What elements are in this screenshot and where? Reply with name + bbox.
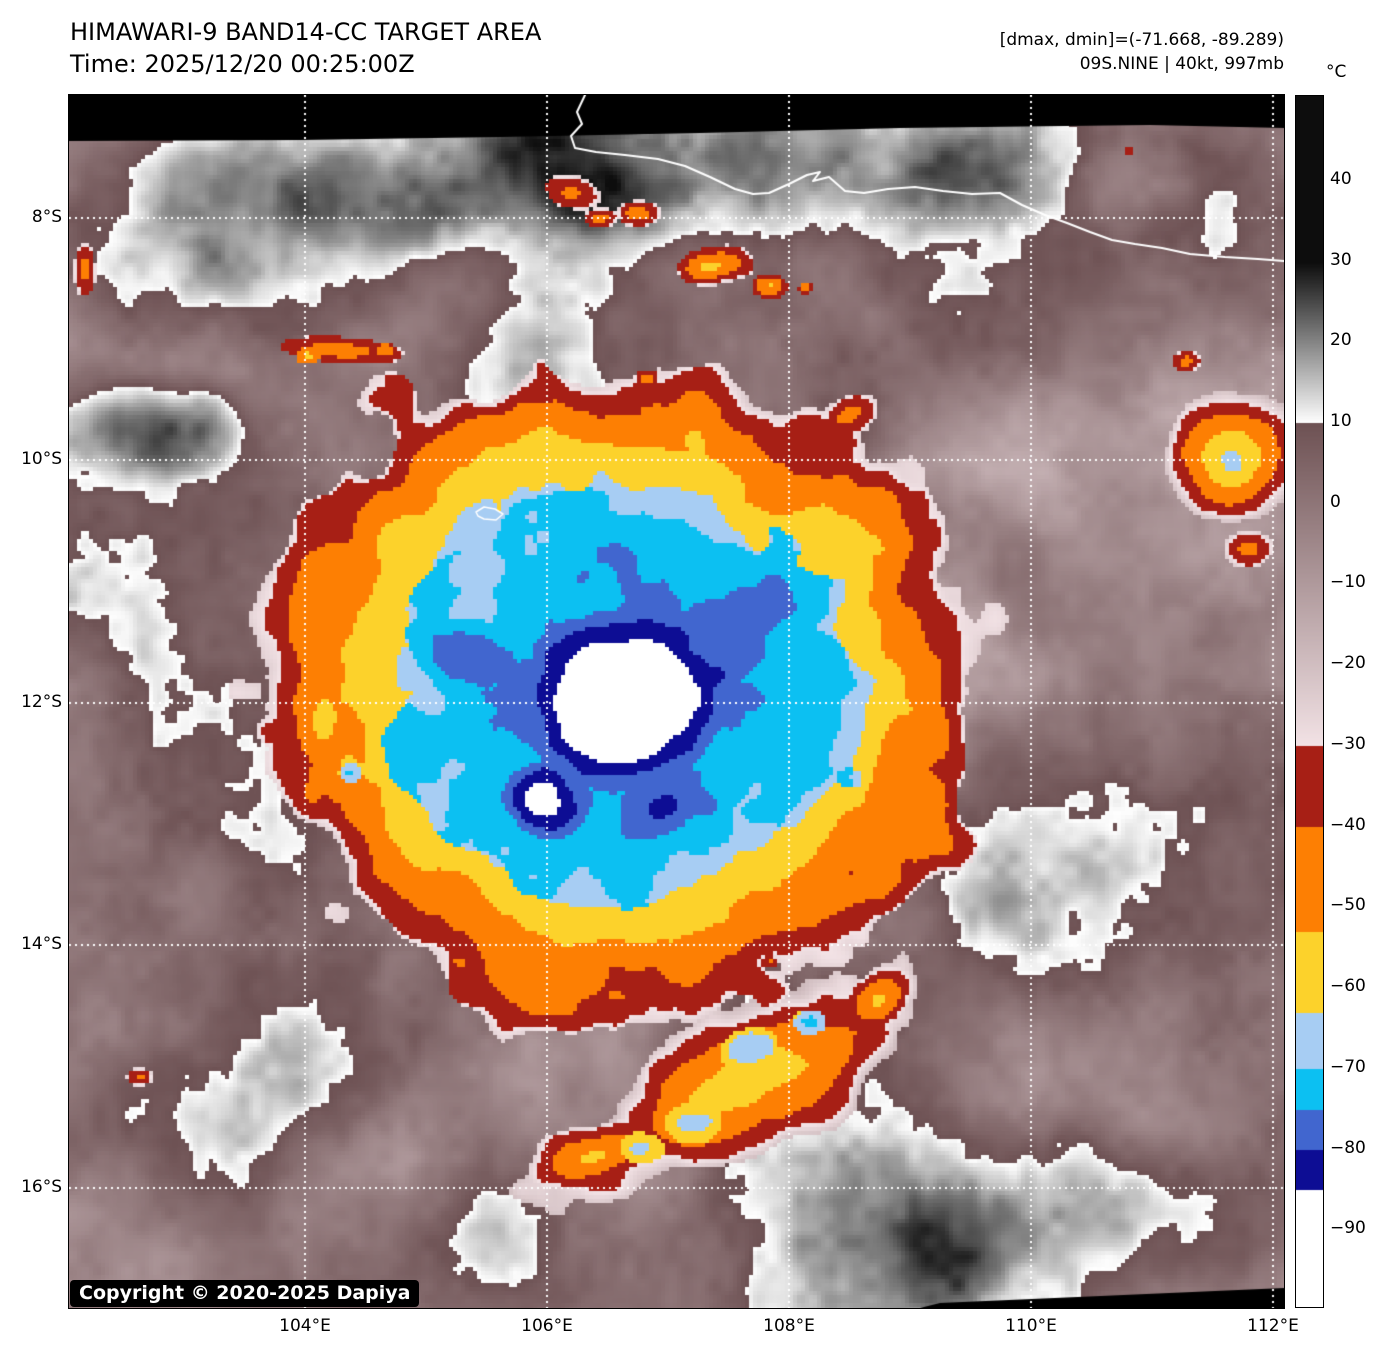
colorbar-tick-label: −20 (1330, 653, 1366, 674)
x-axis-tick-label: 104°E (279, 1316, 331, 1336)
colorbar-tick-label: −40 (1330, 814, 1366, 835)
x-axis-tick-label: 110°E (1005, 1316, 1057, 1336)
colorbar-tick-label: 10 (1330, 410, 1352, 431)
x-axis-tick-label: 112°E (1247, 1316, 1299, 1336)
colorbar-tick-label: −60 (1330, 976, 1366, 997)
colorbar-tick-label: 30 (1330, 249, 1352, 270)
colorbar-tick-label: −70 (1330, 1056, 1366, 1077)
x-axis-tick-label: 108°E (763, 1316, 815, 1336)
colorbar-tick-label: 40 (1330, 168, 1352, 189)
colorbar-tick-label: −80 (1330, 1137, 1366, 1158)
page-title: HIMAWARI-9 BAND14-CC TARGET AREA (70, 18, 542, 46)
y-axis-tick-label: 14°S (21, 934, 62, 954)
storm-info-readout: 09S.NINE | 40kt, 997mb (1079, 54, 1284, 74)
y-axis-tick-label: 16°S (21, 1177, 62, 1197)
y-axis-tick-label: 10°S (21, 449, 62, 469)
copyright-badge: Copyright © 2020-2025 Dapiya (70, 1280, 420, 1307)
colorbar-tick-label: −90 (1330, 1218, 1366, 1239)
x-axis-tick-label: 106°E (521, 1316, 573, 1336)
header-right: [dmax, dmin]=(-71.668, -89.289) 09S.NINE… (1000, 28, 1284, 76)
colorbar-tick-label: −50 (1330, 895, 1366, 916)
colorbar-tick-label: 20 (1330, 330, 1352, 351)
satellite-image-canvas (69, 95, 1284, 1308)
colorbar-tick-label: −30 (1330, 733, 1366, 754)
y-axis-tick-label: 12°S (21, 692, 62, 712)
colorbar-tick-label: −10 (1330, 572, 1366, 593)
title-block: HIMAWARI-9 BAND14-CC TARGET AREA Time: 2… (70, 16, 541, 80)
colorbar-canvas (1295, 95, 1324, 1308)
colorbar-unit-label: °C (1326, 62, 1347, 82)
y-axis-tick-label: 8°S (31, 207, 62, 227)
dmax-dmin-readout: [dmax, dmin]=(-71.668, -89.289) (999, 30, 1284, 50)
colorbar-tick-label: 0 (1330, 491, 1341, 512)
time-subtitle: Time: 2025/12/20 00:25:00Z (70, 50, 415, 78)
